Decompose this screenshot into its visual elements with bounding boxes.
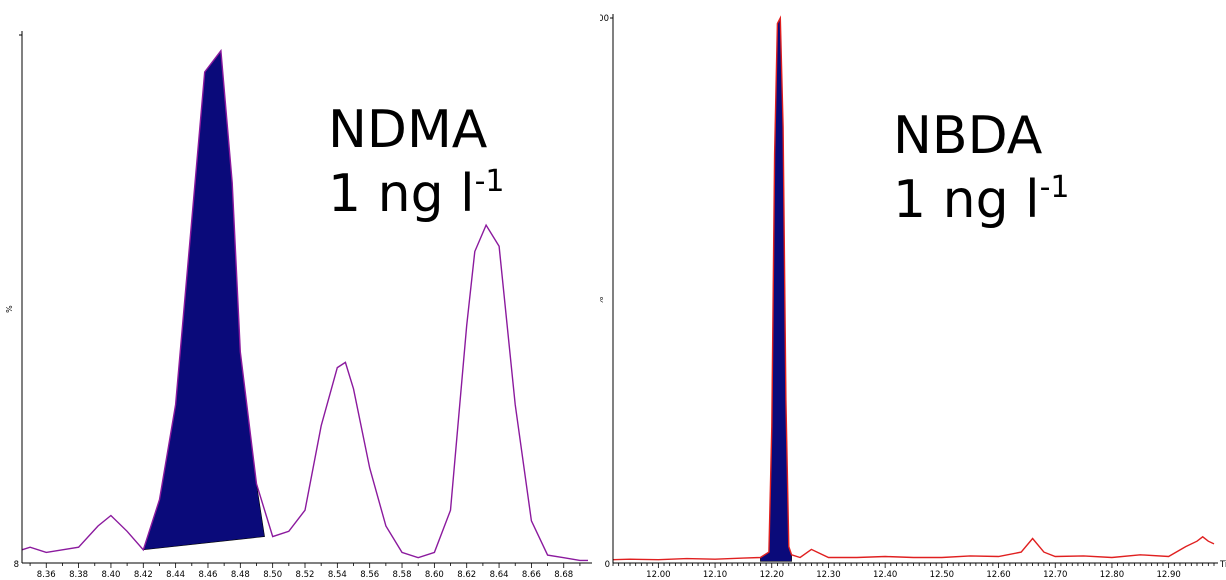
- nbda-x-tick-label: 12.70: [1043, 570, 1067, 580]
- nbda-y-max-label: 100: [600, 14, 609, 24]
- nbda-x-tick-label: 12.10: [703, 570, 727, 580]
- ndma-x-tick-label: 8.52: [296, 570, 315, 580]
- ndma-integrated-peak: [142, 50, 265, 551]
- nbda-title-line1: NBDA: [893, 106, 1043, 166]
- ndma-x-tick-label: 8.46: [199, 570, 218, 580]
- ndma-title-line2: 1 ng l-1: [328, 162, 504, 226]
- ndma-y-origin-label: 8: [14, 560, 19, 570]
- ndma-superscript: -1: [474, 164, 505, 199]
- ndma-x-tick-label: 8.44: [166, 570, 185, 580]
- nbda-title-line2: 1 ng l-1: [893, 168, 1069, 232]
- ndma-x-tick-label: 8.36: [37, 570, 56, 580]
- ndma-x-tick-label: 8.60: [425, 570, 444, 580]
- nbda-x-tick-label: 12.50: [930, 570, 954, 580]
- nbda-x-tick-label: 12.40: [873, 570, 897, 580]
- ndma-x-tick-label: 8.62: [457, 570, 476, 580]
- ndma-trace-line: [21, 48, 588, 562]
- ndma-x-tick-label: 8.64: [490, 570, 509, 580]
- nbda-y-axis-label: %: [600, 296, 605, 304]
- nbda-x-tick-label: 12.60: [986, 570, 1010, 580]
- nbda-x-tick-label: 12.00: [646, 570, 670, 580]
- ndma-x-tick-label: 8.68: [554, 570, 573, 580]
- ndma-x-tick-label: 8.42: [134, 570, 153, 580]
- nbda-superscript: -1: [1039, 170, 1070, 205]
- nbda-chart-panel: 12.00 12.10 12.20 12.30 12.40 12.50 12.60 12.70…: [600, 0, 1226, 580]
- nbda-chromatogram: 12.00 12.10 12.20 12.30 12.40 12.50 12.60 12.70…: [600, 14, 1226, 580]
- nbda-concentration: 1 ng l: [893, 170, 1040, 230]
- ndma-x-tick-label: 8.38: [69, 570, 88, 580]
- ndma-chart-panel: 8.36 8.38 8.40 8.42 8.44 8.46 8.48 8.50 8.52 8.54…: [0, 0, 600, 580]
- ndma-x-tick-label: 8.48: [231, 570, 250, 580]
- ndma-title-line1: NDMA: [328, 100, 488, 160]
- nbda-x-tick-label: 12.20: [760, 570, 784, 580]
- nbda-x-tick-label: 12.80: [1100, 570, 1124, 580]
- ndma-x-tick-label: 8.40: [101, 570, 120, 580]
- ndma-y-axis-label: %: [5, 305, 14, 313]
- ndma-x-tick-label: 8.56: [360, 570, 379, 580]
- nbda-x-tick-label: 12.90: [1156, 570, 1180, 580]
- nbda-trace-line: [612, 15, 1215, 561]
- ndma-x-tick-label: 8.58: [393, 570, 412, 580]
- nbda-y-origin-label: 0: [605, 560, 610, 570]
- ndma-chromatogram: 8.36 8.38 8.40 8.42 8.44 8.46 8.48 8.50 8.52 8.54…: [5, 31, 592, 580]
- ndma-concentration: 1 ng l: [328, 164, 475, 224]
- nbda-x-tick-label: 12.30: [816, 570, 840, 580]
- nbda-x-edge-label: Tin: [1219, 560, 1226, 570]
- ndma-x-tick-label: 8.54: [328, 570, 347, 580]
- ndma-x-tick-label: 8.50: [263, 570, 282, 580]
- ndma-title: NDMA 1 ng l-1: [328, 98, 504, 226]
- nbda-title: NBDA 1 ng l-1: [893, 104, 1069, 232]
- ndma-x-tick-label: 8.66: [522, 570, 541, 580]
